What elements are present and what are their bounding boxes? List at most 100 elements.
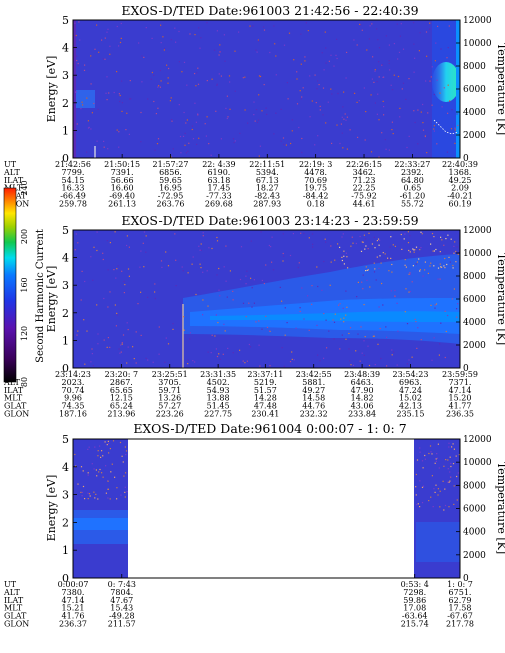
noise-dot [388,149,390,151]
noise-dot [388,258,390,260]
noise-dot [369,286,371,288]
noise-dot [419,270,421,272]
noise-dot [391,121,393,123]
noise-dot [346,51,348,53]
noise-dot [246,360,248,362]
orbit-cell: 235.15 [396,410,424,419]
noise-dot [118,348,120,350]
noise-dot [328,330,330,332]
panel-1-noise-dots [74,21,459,158]
noise-dot [454,241,456,243]
noise-dot [457,253,459,255]
noise-dot [394,295,396,298]
y-tick-label: 2 [62,516,69,529]
noise-dot [132,346,134,348]
noise-dot [448,506,450,508]
noise-dot [323,69,325,71]
noise-dot [346,306,348,308]
orbit-cell: 42.13 [399,402,422,411]
noise-dot [218,267,220,270]
noise-dot [399,107,401,109]
noise-dot [181,71,183,73]
orbit-cell: 7804. [110,588,133,597]
orbit-cell: 17.08 [403,604,426,613]
noise-dot [428,452,430,455]
noise-dot [445,238,447,240]
noise-dot [394,289,396,292]
noise-dot [385,148,387,150]
noise-dot [339,303,341,305]
orbit-cell: 43.06 [351,402,374,411]
orbit-cell: 49.25 [449,176,472,185]
noise-dot [273,25,275,27]
noise-dot [419,32,421,34]
noise-dot [184,144,186,146]
noise-dot [429,80,431,82]
noise-dot [314,144,316,146]
noise-dot [105,465,107,467]
orbit-cell: 3705. [158,378,181,387]
noise-dot [361,241,363,243]
orbit-cell: 62.79 [449,596,472,605]
noise-dot [347,267,349,269]
noise-dot [154,149,156,151]
noise-dot [380,357,382,360]
noise-dot [352,364,355,366]
noise-dot [335,54,337,56]
noise-dot [111,463,113,465]
noise-dot [283,365,285,367]
noise-dot [328,60,330,62]
noise-dot [341,132,343,134]
noise-dot [283,44,286,46]
noise-dot [88,126,90,128]
noise-dot [270,246,272,248]
noise-dot [378,119,380,121]
colorbar [3,187,17,383]
noise-dot [361,29,363,31]
noise-dot [172,328,174,330]
noise-dot [381,132,383,134]
noise-dot [435,42,437,44]
noise-dot [77,62,79,65]
noise-dot [372,335,374,337]
noise-dot [269,330,271,332]
noise-dot [109,53,111,55]
noise-dot [415,473,417,476]
noise-dot [451,298,453,300]
orbit-cell: 65.65 [110,386,133,395]
noise-dot [355,242,357,245]
noise-dot [411,281,413,283]
noise-dot [442,480,444,482]
noise-dot [159,69,161,72]
noise-dot [258,40,260,42]
noise-dot [96,249,98,252]
noise-dot [355,350,357,352]
noise-dot [219,51,221,53]
orbit-cell: 13.26 [158,394,181,403]
noise-dot [140,250,142,252]
orbit-cell: 22:33:27 [394,160,430,169]
noise-dot [245,316,247,318]
noise-dot [166,64,168,66]
noise-dot [444,488,446,490]
noise-dot [175,41,177,43]
orbit-cell: -82.43 [254,192,280,201]
noise-dot [433,250,435,252]
noise-dot [200,249,202,251]
noise-dot [182,135,185,137]
noise-dot [408,359,410,361]
noise-dot [92,279,94,281]
noise-dot [167,265,170,267]
noise-dot [425,31,428,33]
noise-dot [263,29,266,31]
orbit-cell: 233.84 [348,410,376,419]
noise-dot [300,232,302,234]
orbit-cell: 54.15 [62,176,85,185]
y-tick-label: 4 [62,252,69,265]
noise-dot [456,475,458,478]
noise-dot [208,247,210,249]
noise-dot [321,289,323,291]
orbit-cell: 15.21 [62,604,85,613]
noise-dot [449,456,451,458]
